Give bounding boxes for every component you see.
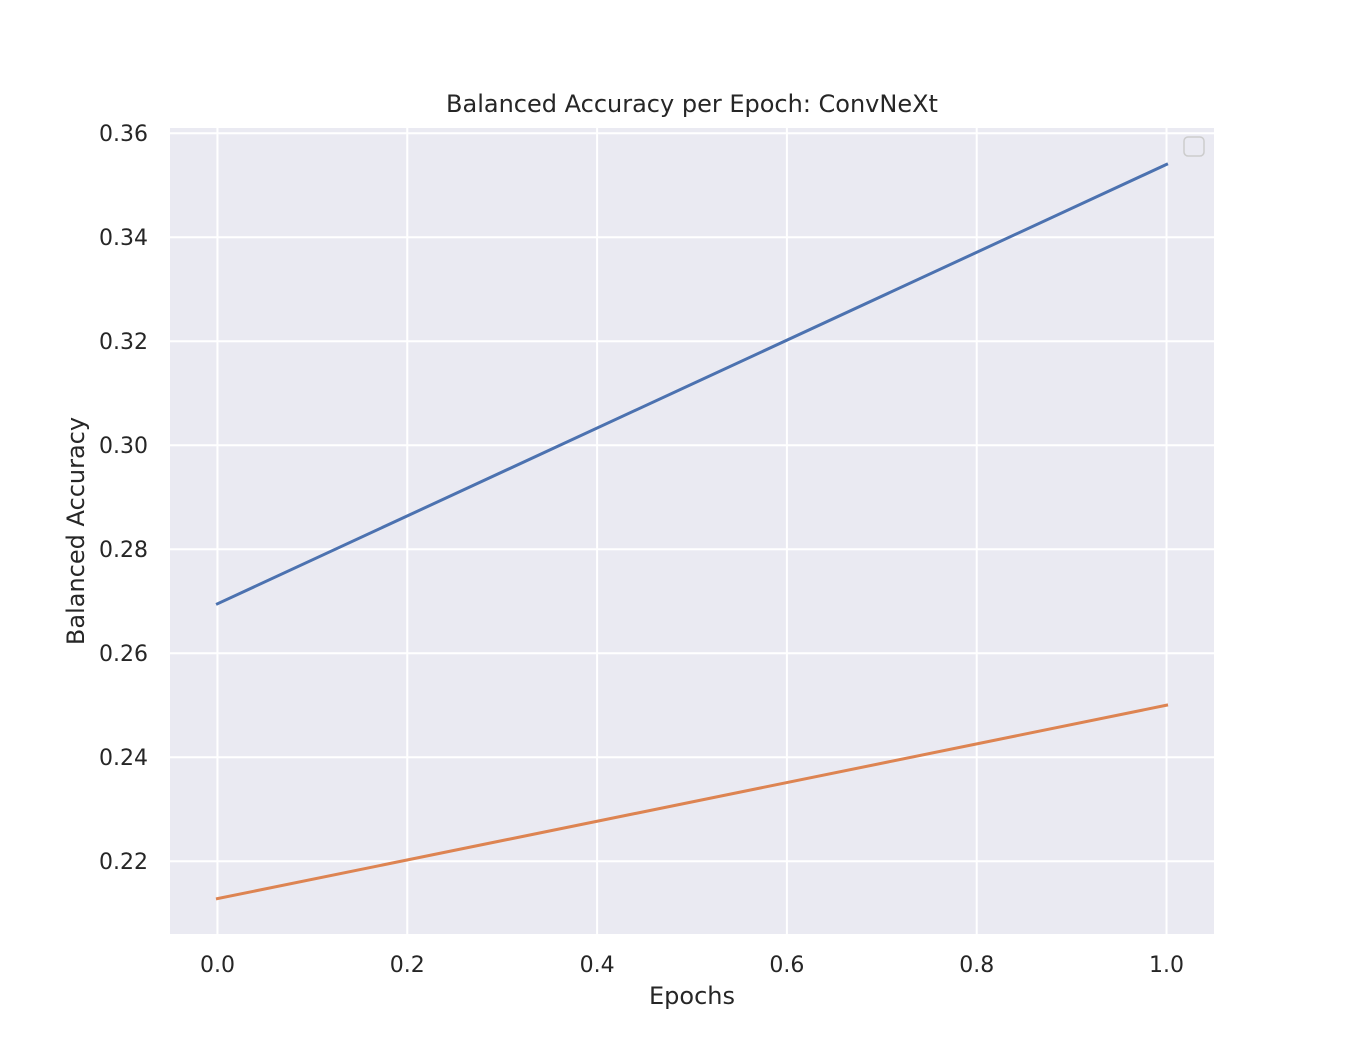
grid-lines [170,128,1214,934]
series-line-1 [215,162,1169,606]
y-tick-label: 0.30 [99,434,148,459]
x-tick-label: 0.6 [769,953,804,978]
x-tick-label: 0.8 [959,953,994,978]
x-tick-label: 0.0 [200,953,235,978]
plot-area [170,128,1214,934]
x-tick-label: 1.0 [1149,953,1184,978]
x-axis-label: Epochs [649,982,735,1010]
x-tick-label: 0.2 [390,953,425,978]
legend-box [1183,136,1205,157]
y-axis-ticks: 0.22 0.24 0.26 0.28 0.30 0.32 0.34 0.36 [99,122,148,875]
y-tick-label: 0.28 [99,538,148,563]
series-layer [215,162,1169,901]
chart-title: Balanced Accuracy per Epoch: ConvNeXt [446,90,938,118]
y-tick-label: 0.24 [99,746,148,771]
y-tick-label: 0.22 [99,850,148,875]
y-tick-label: 0.36 [99,122,148,147]
series-line-2 [215,703,1169,901]
y-tick-label: 0.32 [99,330,148,355]
y-tick-label: 0.34 [99,226,148,251]
x-axis-ticks: 0.0 0.2 0.4 0.6 0.8 1.0 [200,953,1184,978]
y-axis-label: Balanced Accuracy [62,417,90,645]
y-tick-label: 0.26 [99,642,148,667]
x-tick-label: 0.4 [580,953,615,978]
